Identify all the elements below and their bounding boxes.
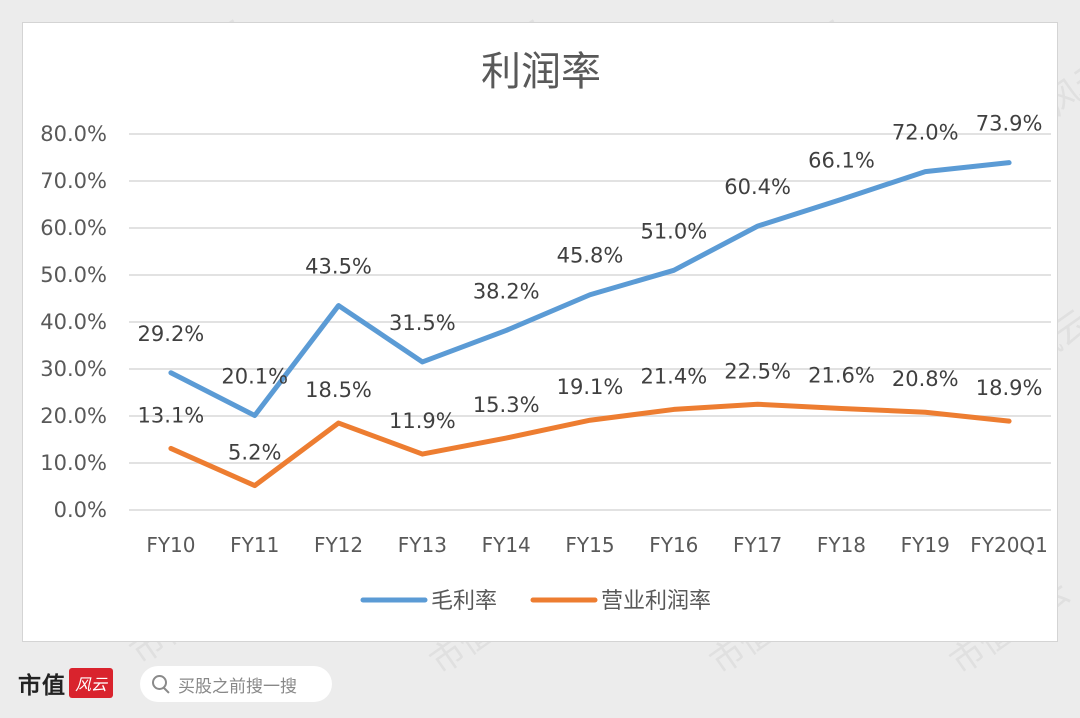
data-labels: 29.2% 20.1% 43.5% 31.5% 38.2% 45.8% 51.0% 60.4%… xyxy=(138,112,1043,465)
line-chart: 利润率 80.0% 70.0% 60.0% 50.0% 40.0% 30.0% 20.0% 1… xyxy=(40,49,1051,614)
legend-label: 毛利率 xyxy=(431,589,497,614)
x-category-label: FY12 xyxy=(314,533,363,557)
data-label: 38.2% xyxy=(473,279,540,303)
y-tick-label: 10.0% xyxy=(40,451,107,475)
y-axis-ticks: 80.0% 70.0% 60.0% 50.0% 40.0% 30.0% 20.0% 10.0%… xyxy=(40,122,107,522)
x-category-label: FY10 xyxy=(146,533,195,557)
data-label: 5.2% xyxy=(228,441,281,465)
data-label: 43.5% xyxy=(305,255,372,279)
data-label: 21.4% xyxy=(640,364,707,388)
data-label: 18.9% xyxy=(976,376,1043,400)
chart-title: 利润率 xyxy=(481,49,601,95)
y-tick-label: 30.0% xyxy=(40,357,107,381)
data-label: 22.5% xyxy=(724,359,791,383)
search-placeholder: 买股之前搜一搜 xyxy=(178,676,297,697)
data-label: 45.8% xyxy=(557,244,624,268)
chart-card: 利润率 80.0% 70.0% 60.0% 50.0% 40.0% 30.0% 20.0% 1… xyxy=(22,22,1058,642)
x-category-label: FY15 xyxy=(565,533,614,557)
data-label: 31.5% xyxy=(389,311,456,335)
y-tick-label: 0.0% xyxy=(54,498,107,522)
data-label: 20.1% xyxy=(221,365,288,389)
footer-bar: 市值 风云 买股之前搜一搜 xyxy=(0,648,1080,718)
series-line xyxy=(168,160,1012,419)
x-category-label: FY13 xyxy=(398,533,447,557)
data-label: 51.0% xyxy=(640,219,707,243)
data-label: 18.5% xyxy=(305,378,372,402)
gridlines xyxy=(129,133,1051,511)
y-tick-label: 60.0% xyxy=(40,216,107,240)
brand-logo: 市值 风云 xyxy=(18,666,114,700)
data-label: 72.0% xyxy=(892,121,959,145)
x-category-label: FY19 xyxy=(901,533,950,557)
x-category-label: FY16 xyxy=(649,533,698,557)
data-label: 15.3% xyxy=(473,393,540,417)
data-label: 19.1% xyxy=(557,375,624,399)
brand-name: 市值 xyxy=(18,673,66,699)
y-tick-label: 20.0% xyxy=(40,404,107,428)
search-icon xyxy=(152,675,170,694)
x-category-label: FY11 xyxy=(230,533,279,557)
data-label: 13.1% xyxy=(138,403,205,427)
search-box[interactable]: 买股之前搜一搜 xyxy=(140,666,332,702)
series-line xyxy=(168,401,1012,489)
legend-label: 营业利润率 xyxy=(601,589,711,614)
x-category-label: FY20Q1 xyxy=(970,533,1048,557)
y-tick-label: 70.0% xyxy=(40,169,107,193)
y-tick-label: 80.0% xyxy=(40,122,107,146)
data-label: 73.9% xyxy=(976,112,1043,136)
x-axis-categories: FY10 FY11 FY12 FY13 FY14 FY15 FY16 FY17 FY18 FY19… xyxy=(146,533,1048,557)
y-tick-label: 40.0% xyxy=(40,310,107,334)
x-category-label: FY17 xyxy=(733,533,782,557)
data-label: 20.8% xyxy=(892,367,959,391)
data-label: 21.6% xyxy=(808,363,875,387)
legend: 毛利率 营业利润率 xyxy=(360,589,711,614)
x-category-label: FY18 xyxy=(817,533,866,557)
data-label: 66.1% xyxy=(808,148,875,172)
data-label: 60.4% xyxy=(724,175,791,199)
y-tick-label: 50.0% xyxy=(40,263,107,287)
x-category-label: FY14 xyxy=(482,533,531,557)
series-lines xyxy=(168,160,1012,489)
brand-badge: 风云 xyxy=(69,668,114,698)
data-label: 29.2% xyxy=(138,322,205,346)
data-label: 11.9% xyxy=(389,409,456,433)
